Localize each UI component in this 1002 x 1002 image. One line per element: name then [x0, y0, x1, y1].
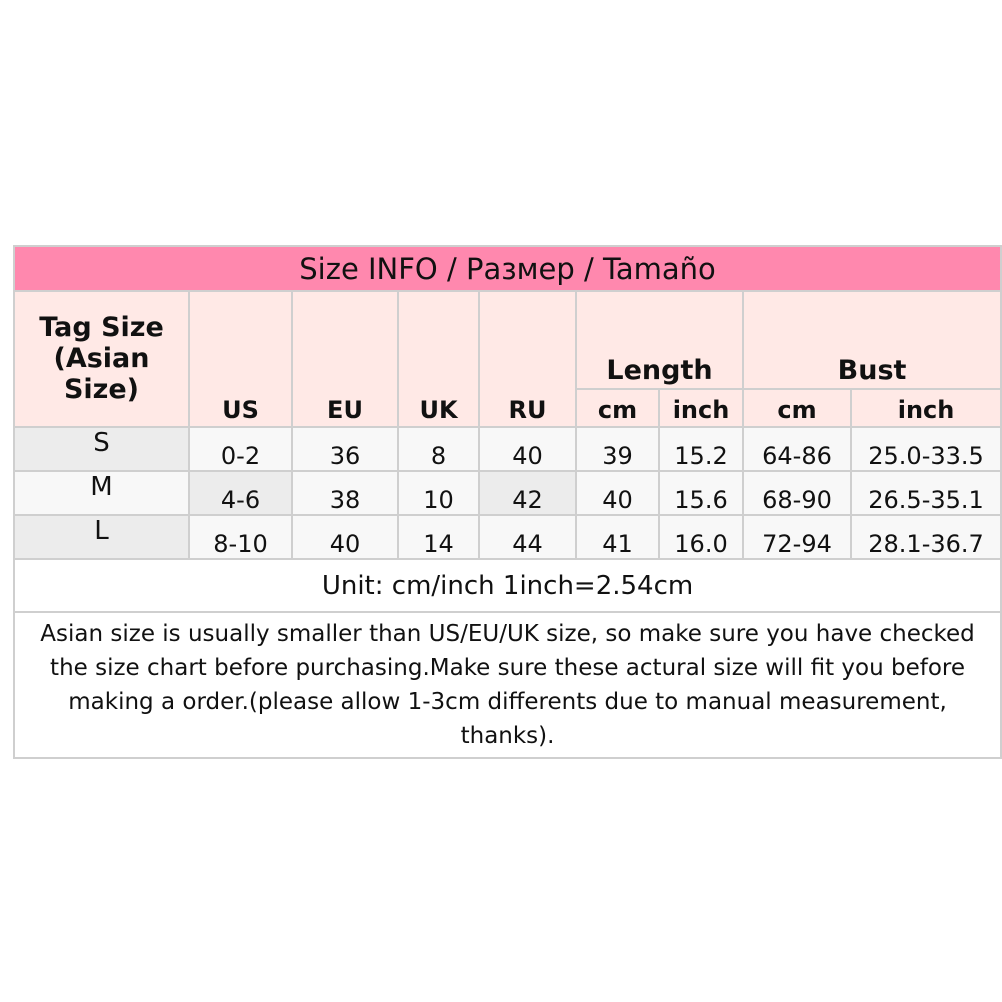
cell-uk: 8 — [397, 426, 480, 472]
cell-uk: 10 — [397, 470, 480, 516]
header-bust-cm: cm — [742, 388, 852, 428]
header-length: Length — [575, 290, 744, 390]
cell-us: 8-10 — [188, 514, 293, 560]
cell-len-cm: 40 — [575, 470, 660, 516]
header-bust: Bust — [741, 290, 1002, 390]
chart-title: Size INFO / Размер / Tamaño — [12, 245, 1002, 292]
table-row: M 4-6 38 10 42 40 15.6 68-90 26.5-35.1 — [13, 470, 1002, 516]
cell-uk: 14 — [397, 514, 480, 560]
table-row: S 0-2 36 8 40 39 15.2 64-86 25.0-33.5 — [13, 426, 1002, 472]
cell-bust-cm: 64-86 — [742, 426, 852, 472]
cell-tag: L — [13, 514, 190, 560]
header-eu: EU — [291, 290, 399, 428]
cell-tag: M — [13, 470, 190, 516]
size-chart-table: Size INFO / Размер / Tamaño Tag Size (As… — [12, 245, 1002, 759]
cell-bust-cm: 68-90 — [742, 470, 852, 516]
cell-eu: 36 — [291, 426, 399, 472]
cell-bust-cm: 72-94 — [742, 514, 852, 560]
cell-ru: 44 — [478, 514, 577, 560]
cell-us: 4-6 — [188, 470, 293, 516]
cell-eu: 40 — [291, 514, 399, 560]
cell-len-cm: 41 — [575, 514, 660, 560]
cell-bust-inch: 25.0-33.5 — [849, 426, 1002, 472]
cell-tag: S — [13, 426, 190, 472]
cell-bust-inch: 26.5-35.1 — [849, 470, 1002, 516]
cell-eu: 38 — [291, 470, 399, 516]
cell-len-inch: 15.2 — [658, 426, 744, 472]
header-uk: UK — [397, 290, 480, 428]
table-row: L 8-10 40 14 44 41 16.0 72-94 28.1-36.7 — [13, 514, 1002, 560]
cell-us: 0-2 — [188, 426, 293, 472]
disclaimer-note: Asian size is usually smaller than US/EU… — [12, 611, 1002, 759]
header-ru: RU — [478, 290, 577, 428]
cell-len-cm: 39 — [575, 426, 660, 472]
cell-bust-inch: 28.1-36.7 — [849, 514, 1002, 560]
header-tag-size: Tag Size (Asian Size) — [13, 290, 190, 428]
unit-note: Unit: cm/inch 1inch=2.54cm — [12, 558, 1002, 613]
cell-len-inch: 16.0 — [658, 514, 744, 560]
cell-ru: 40 — [478, 426, 577, 472]
cell-ru: 42 — [478, 470, 577, 516]
header-length-cm: cm — [575, 388, 660, 428]
header-us: US — [188, 290, 293, 428]
header-bust-inch: inch — [849, 388, 1002, 428]
header-length-inch: inch — [658, 388, 744, 428]
cell-len-inch: 15.6 — [658, 470, 744, 516]
